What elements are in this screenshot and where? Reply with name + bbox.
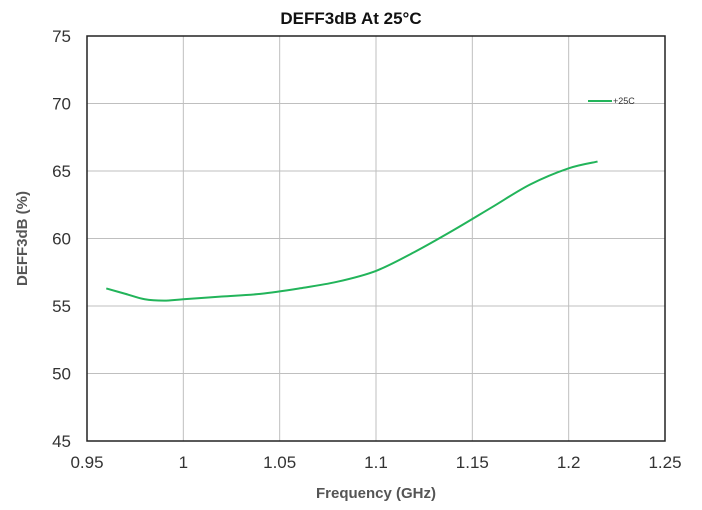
series-layer bbox=[105, 160, 598, 302]
x-tick-label: 1.25 bbox=[648, 453, 681, 472]
x-axis: 0.95 1 1.05 1.1 1.15 1.2 1.25 bbox=[70, 453, 681, 472]
series-line-0 bbox=[105, 160, 598, 302]
x-tick-label: 1 bbox=[179, 453, 188, 472]
y-tick-label: 75 bbox=[52, 27, 71, 46]
x-tick-label: 1.2 bbox=[557, 453, 581, 472]
gridlines bbox=[86, 35, 666, 442]
y-tick-label: 50 bbox=[52, 365, 71, 384]
y-tick-label: 70 bbox=[52, 95, 71, 114]
y-tick-label: 60 bbox=[52, 230, 71, 249]
x-tick-label: 0.95 bbox=[70, 453, 103, 472]
y-tick-label: 65 bbox=[52, 162, 71, 181]
legend-label: +25C bbox=[613, 96, 635, 106]
x-axis-label: Frequency (GHz) bbox=[316, 485, 436, 502]
chart-title: DEFF3dB At 25°C bbox=[280, 9, 421, 28]
x-tick-label: 1.15 bbox=[456, 453, 489, 472]
y-tick-label: 45 bbox=[52, 432, 71, 451]
y-axis: 45 50 55 60 65 70 75 bbox=[52, 27, 71, 451]
y-tick-label: 55 bbox=[52, 297, 71, 316]
x-tick-label: 1.05 bbox=[263, 453, 296, 472]
plot-area bbox=[86, 35, 666, 442]
x-tick-label: 1.1 bbox=[364, 453, 388, 472]
y-axis-label: DEFF3dB (%) bbox=[14, 191, 31, 286]
legend: +25C bbox=[588, 96, 635, 106]
